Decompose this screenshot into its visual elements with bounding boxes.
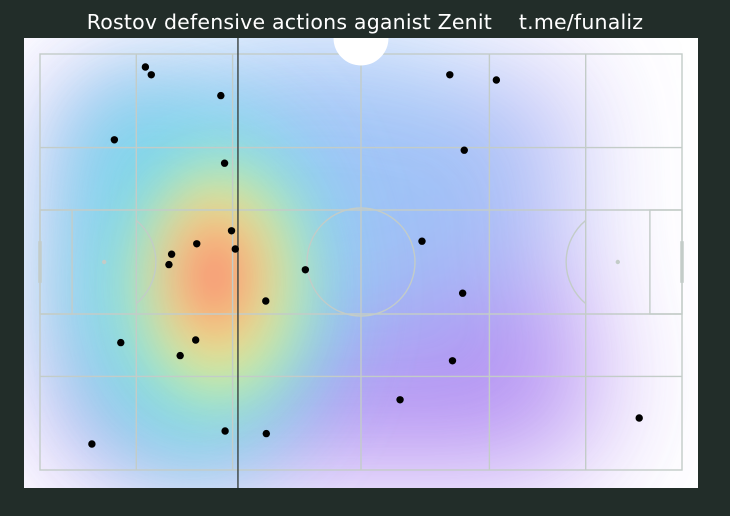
- action-point: [141, 63, 150, 71]
- penalty-spot-right: [615, 259, 620, 265]
- action-point: [227, 227, 236, 235]
- action-points: [88, 38, 643, 488]
- action-point: [110, 136, 119, 144]
- action-point: [147, 71, 155, 79]
- action-point: [221, 427, 229, 435]
- action-point: [418, 237, 426, 245]
- center-circle: [306, 207, 416, 317]
- handle-text: t.me/funaliz: [518, 10, 644, 34]
- action-point: [446, 71, 454, 79]
- action-point: [231, 245, 239, 253]
- action-point: [176, 351, 184, 360]
- action-point: [220, 159, 229, 167]
- action-point: [262, 429, 271, 438]
- action-point: [167, 250, 176, 258]
- action-point: [262, 297, 270, 305]
- penalty-arc-right: [565, 219, 587, 305]
- action-point: [492, 76, 501, 84]
- action-point: [191, 336, 200, 344]
- pitch-svg: [24, 38, 698, 488]
- action-point: [396, 396, 404, 404]
- action-point: [117, 338, 125, 347]
- penalty-arc-left: [135, 219, 157, 305]
- action-point: [460, 146, 468, 154]
- pitch-lines: [38, 38, 684, 471]
- penalty-spot-left: [101, 259, 107, 265]
- action-point: [193, 240, 201, 248]
- action-point: [88, 440, 96, 448]
- pitch-plot: [24, 38, 698, 488]
- chart-title: Rostov defensive actions aganist Zenit t…: [0, 10, 730, 34]
- top-arc: [333, 38, 389, 66]
- action-point: [458, 289, 467, 297]
- action-point: [301, 266, 310, 274]
- title-text: Rostov defensive actions aganist Zenit: [86, 10, 492, 34]
- density-heatmap: [54, 38, 601, 478]
- density-layer-core: [134, 163, 304, 403]
- action-point: [635, 414, 643, 422]
- action-point: [448, 357, 457, 365]
- action-point: [217, 91, 225, 100]
- action-point: [165, 260, 173, 269]
